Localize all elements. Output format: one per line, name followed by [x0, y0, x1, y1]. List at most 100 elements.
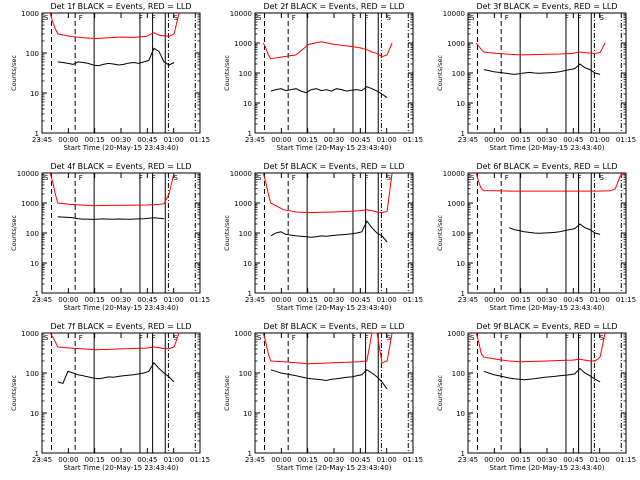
y-axis-label: Counts/sec — [436, 375, 444, 411]
plot-frame — [41, 332, 201, 454]
flare-flag: F — [139, 14, 143, 22]
x-tick-label: 00:00 — [484, 296, 504, 304]
y-axis-label: Counts/sec — [223, 215, 231, 251]
x-tick-label: 01:15 — [190, 456, 210, 464]
y-tick-label: 1000 — [21, 330, 39, 338]
x-tick-label: 01:00 — [164, 456, 184, 464]
y-tick-label: 1000 — [234, 330, 252, 338]
x-tick-label: 23:45 — [458, 456, 478, 464]
flare-flag: F — [577, 334, 581, 342]
flare-flag: F — [364, 14, 368, 22]
y-axis-label: Counts/sec — [436, 55, 444, 91]
y-axis-label: Counts/sec — [223, 375, 231, 411]
flare-flag: F — [139, 174, 143, 182]
flare-flag: F — [565, 14, 569, 22]
x-tick-label: 00:30 — [537, 136, 557, 144]
plot-frame — [41, 12, 201, 134]
saa-flag: S — [600, 174, 605, 182]
detector-panel-5: Det 5f BLACK = Events, RED = LLD 1 10 100 10… — [223, 162, 423, 312]
y-tick-label: 1 — [248, 130, 252, 138]
y-tick-label: 10 — [30, 260, 39, 268]
flare-flag: F — [79, 174, 83, 182]
x-tick-label: 00:15 — [298, 456, 318, 464]
x-tick-label: 00:45 — [137, 136, 157, 144]
saa-flag: S — [470, 174, 475, 182]
x-tick-label: 00:45 — [350, 136, 370, 144]
flare-flag: F — [352, 14, 356, 22]
x-axis-label: Start Time (20-May-15 23:43:40) — [489, 144, 604, 152]
x-tick-label: 00:15 — [85, 296, 105, 304]
detector-panel-2: Det 2f BLACK = Events, RED = LLD 1 10 100 10… — [223, 2, 423, 152]
y-tick-label: 10000 — [443, 170, 465, 178]
x-tick-label: 01:00 — [377, 136, 397, 144]
detector-panel-9: Det 9f BLACK = Events, RED = LLD 1 10 100 10… — [436, 322, 636, 472]
events-series-line — [57, 361, 175, 385]
y-tick-label: 100 — [26, 230, 39, 238]
x-tick-label: 00:30 — [111, 136, 131, 144]
x-tick-label: 00:30 — [537, 456, 557, 464]
flare-flag: F — [505, 334, 509, 342]
x-axis-label: Start Time (20-May-15 23:43:40) — [63, 304, 178, 312]
flare-flag: F — [364, 174, 368, 182]
flare-flag: F — [292, 334, 296, 342]
flare-flag: F — [364, 334, 368, 342]
y-axis-label: Counts/sec — [436, 215, 444, 251]
y-tick-label: 1000 — [234, 200, 252, 208]
y-axis-label: Counts/sec — [223, 55, 231, 91]
y-tick-label: 1000 — [234, 40, 252, 48]
x-tick-label: 01:00 — [164, 136, 184, 144]
x-tick-label: 01:00 — [377, 456, 397, 464]
y-tick-label: 10 — [456, 260, 465, 268]
saa-flag: S — [174, 174, 179, 182]
y-tick-label: 10000 — [443, 10, 465, 18]
saa-flag: S — [257, 334, 262, 342]
x-tick-label: 23:45 — [245, 296, 265, 304]
x-tick-label: 00:15 — [511, 136, 531, 144]
events-series-line — [270, 369, 388, 390]
saa-flag: S — [387, 14, 392, 22]
x-tick-label: 00:30 — [324, 456, 344, 464]
flare-flag: F — [577, 14, 581, 22]
x-axis-label: Start Time (20-May-15 23:43:40) — [276, 304, 391, 312]
panel-title: Det 5f BLACK = Events, RED = LLD — [263, 162, 404, 171]
saa-flag: S — [44, 14, 49, 22]
y-tick-label: 10 — [243, 410, 252, 418]
saa-flag: S — [44, 334, 49, 342]
flare-flag: F — [577, 174, 581, 182]
panel-title: Det 8f BLACK = Events, RED = LLD — [263, 322, 404, 331]
x-tick-label: 00:00 — [271, 136, 291, 144]
panel-title: Det 7f BLACK = Events, RED = LLD — [50, 322, 191, 331]
x-tick-label: 23:45 — [245, 456, 265, 464]
detector-panel-7: Det 7f BLACK = Events, RED = LLD 1 10 100 10… — [10, 322, 210, 472]
x-axis-label: Start Time (20-May-15 23:43:40) — [489, 304, 604, 312]
x-tick-label: 00:00 — [58, 296, 78, 304]
x-tick-label: 00:00 — [484, 456, 504, 464]
flare-flag: F — [505, 14, 509, 22]
events-series-line — [508, 223, 601, 235]
x-tick-label: 00:30 — [111, 456, 131, 464]
flare-flag: F — [292, 174, 296, 182]
events-series-line — [270, 220, 388, 243]
x-tick-label: 00:00 — [58, 136, 78, 144]
y-tick-label: 100 — [452, 230, 465, 238]
y-tick-label: 1 — [461, 130, 465, 138]
x-tick-label: 00:15 — [85, 136, 105, 144]
x-tick-label: 00:15 — [85, 456, 105, 464]
x-tick-label: 00:15 — [298, 296, 318, 304]
flare-flag: F — [79, 334, 83, 342]
y-tick-label: 1000 — [447, 40, 465, 48]
detector-panel-4: Det 4f BLACK = Events, RED = LLD 1 10 100 10… — [10, 162, 210, 312]
x-tick-label: 00:15 — [511, 296, 531, 304]
y-tick-label: 10 — [456, 100, 465, 108]
x-tick-label: 01:15 — [190, 136, 210, 144]
events-series-line — [483, 367, 601, 383]
y-tick-label: 1 — [35, 290, 39, 298]
x-tick-label: 01:15 — [190, 296, 210, 304]
y-tick-label: 1000 — [447, 200, 465, 208]
x-tick-label: 00:45 — [350, 456, 370, 464]
x-tick-label: 00:45 — [563, 456, 583, 464]
x-tick-label: 23:45 — [458, 136, 478, 144]
y-axis-label: Counts/sec — [10, 375, 18, 411]
y-axis-label: Counts/sec — [10, 215, 18, 251]
